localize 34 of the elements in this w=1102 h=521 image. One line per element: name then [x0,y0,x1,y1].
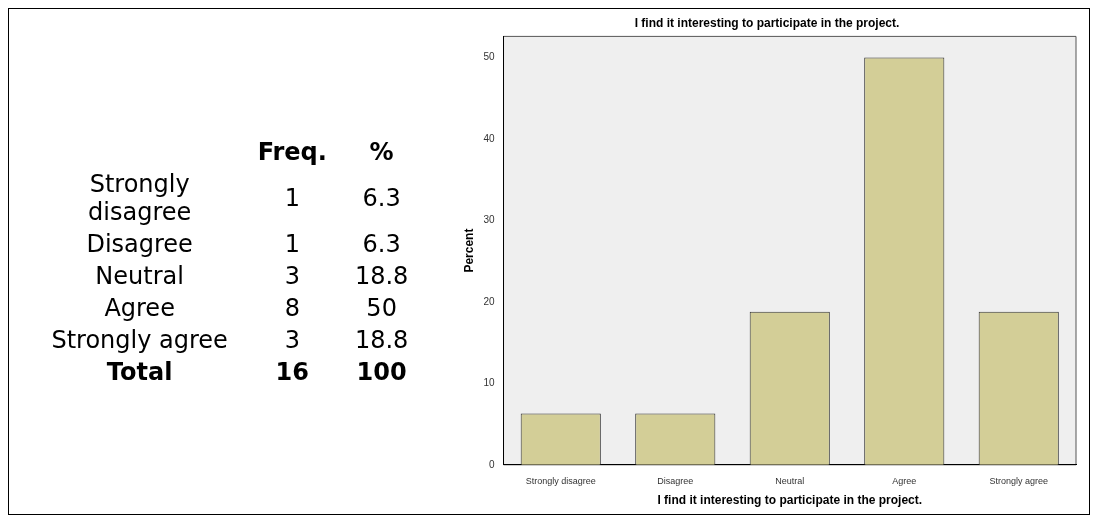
data-label: 6.3 [361,228,402,260]
data-label: 8 [283,292,301,324]
category-label: Agree [103,292,176,324]
y-tick-label: 20 [483,295,495,307]
x-tick-label: Strongly agree [989,475,1049,486]
category-label: Disagree [85,228,194,260]
y-tick-label: 30 [483,213,495,225]
category-label: Strongly agree [50,324,229,356]
chart-title: I find it interesting to participate in the project. [634,15,900,30]
data-label: 3 [283,260,301,292]
category-label: Neutral [94,260,185,292]
x-axis-title: I find it interesting to participate in the project. [657,492,923,507]
data-label: 6.3 [361,182,402,214]
data-label: 1 [283,228,301,260]
text: Freq. [256,136,328,168]
data-label: 3 [283,324,301,356]
text: % [368,136,395,168]
data-label: 16 [274,356,310,388]
data-label: 50 [365,292,398,324]
x-tick-label: Disagree [657,475,694,486]
y-tick-label: 10 [483,376,495,388]
x-tick-label: Neutral [775,475,805,486]
data-label: 18.8 [353,324,410,356]
data-label: 1 [283,182,301,214]
y-axis-title: Percent [461,228,476,273]
category-label: Total [105,356,174,388]
data-label: 100 [355,356,408,388]
category-label: Strongly disagree [87,168,193,228]
data-label: 18.8 [353,260,410,292]
y-tick-label: 40 [483,132,495,144]
y-tick-label: 50 [483,50,495,62]
x-tick-label: Strongly disagree [525,475,596,486]
x-tick-label: Agree [892,475,917,486]
y-tick-label: 0 [488,458,495,470]
